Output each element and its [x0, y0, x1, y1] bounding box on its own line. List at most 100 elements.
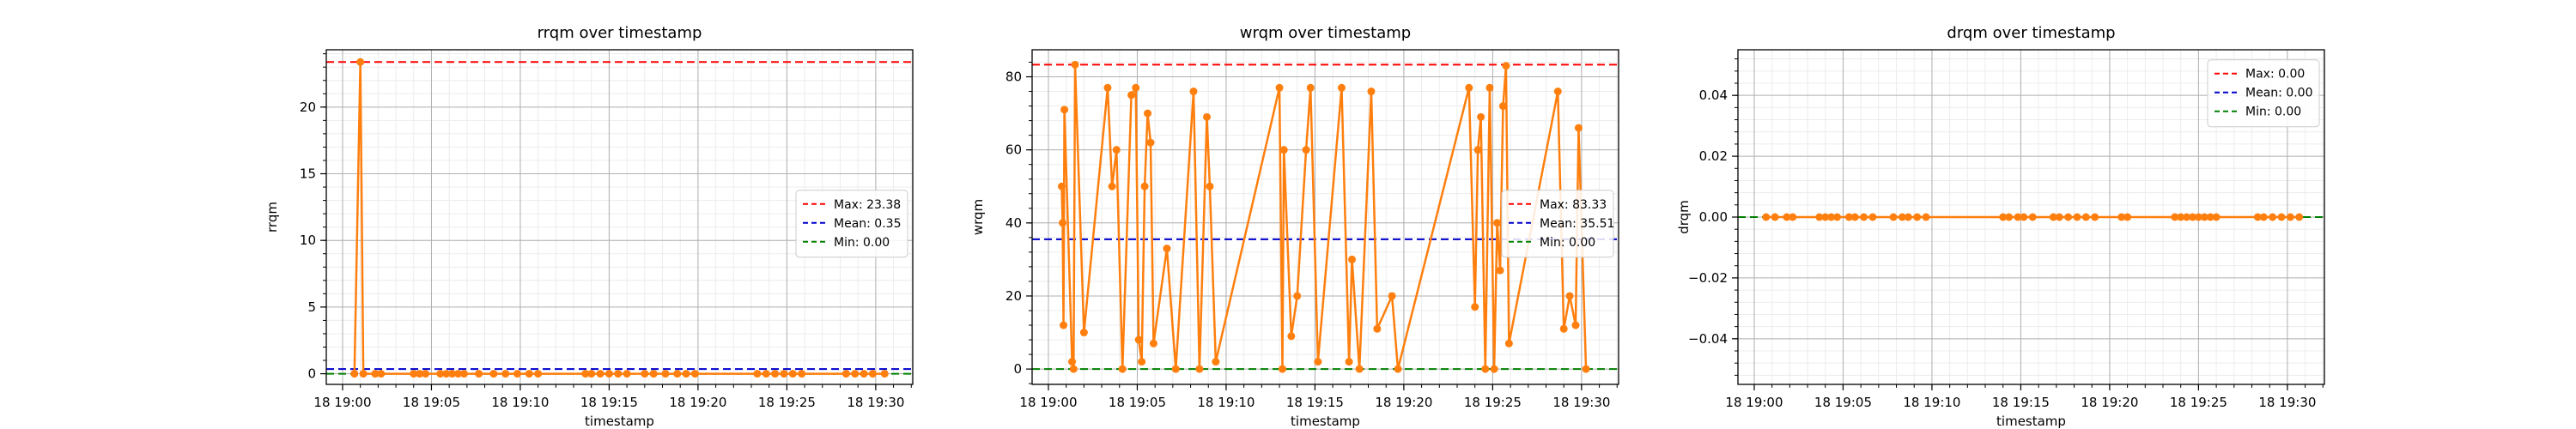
data-point [1485, 83, 1494, 92]
legend-label: Min: 0.00 [834, 236, 890, 250]
data-point [2064, 213, 2073, 221]
data-point [501, 370, 510, 378]
data-point [356, 57, 365, 66]
data-point [2028, 213, 2037, 221]
data-point [641, 370, 649, 378]
legend-label: Mean: 35.51 [1540, 217, 1614, 231]
data-point [1118, 365, 1127, 373]
data-point [1559, 324, 1568, 333]
data-point [442, 370, 451, 378]
data-point [2171, 213, 2179, 221]
data-point [1293, 292, 1302, 300]
data-point [1477, 112, 1485, 121]
data-point [780, 370, 788, 378]
data-point [1206, 182, 1214, 190]
y-tick-label: 40 [1005, 215, 1022, 231]
legend-label: Mean: 0.00 [2245, 87, 2312, 100]
axes-frame [325, 49, 914, 385]
data-point [1069, 365, 1078, 373]
x-tick-label: 18 19:10 [1903, 395, 1960, 410]
data-point [1868, 213, 1877, 221]
data-point [1565, 292, 1574, 300]
data-point [1132, 83, 1140, 92]
legend-label: Max: 0.00 [2245, 68, 2305, 82]
x-tick-label: 18 19:00 [1019, 395, 1077, 410]
y-tick-label: 60 [1005, 142, 1022, 158]
data-point [868, 370, 877, 378]
data-point [1060, 106, 1069, 114]
data-point [690, 370, 699, 378]
data-point [416, 370, 424, 378]
data-point [1821, 213, 1830, 221]
data-point [1504, 339, 1513, 347]
y-axis-label: rrqm [264, 202, 280, 233]
data-point [1278, 365, 1286, 373]
y-tick-label: 0.00 [1699, 209, 1728, 225]
data-point [1481, 365, 1490, 373]
data-point [1904, 213, 1912, 221]
data-point [1490, 365, 1498, 373]
x-tick-label: 18 19:15 [1286, 395, 1344, 410]
x-tick-label: 18 19:05 [403, 395, 460, 410]
data-point [762, 370, 770, 378]
x-tick-label: 18 19:00 [1725, 395, 1783, 410]
data-point [2081, 213, 2090, 221]
data-point [2212, 213, 2221, 221]
data-point [1388, 292, 1396, 300]
data-point [605, 370, 613, 378]
legend-label: Max: 23.38 [834, 198, 901, 212]
x-axis-label: timestamp [1996, 414, 2066, 429]
x-tick-label: 18 19:00 [313, 395, 371, 410]
data-point [1922, 213, 1930, 221]
data-point [359, 370, 368, 378]
data-point [1889, 213, 1898, 221]
data-point [2073, 213, 2081, 221]
data-point [459, 370, 468, 378]
data-point [1913, 213, 1922, 221]
data-point [1355, 365, 1364, 373]
data-point [2020, 213, 2028, 221]
data-point [1574, 124, 1583, 132]
data-point [1171, 365, 1180, 373]
data-point [1057, 182, 1066, 190]
x-tick-label: 18 19:20 [2081, 395, 2138, 410]
data-point [1473, 146, 1482, 154]
data-point [860, 370, 868, 378]
legend-label: Min: 0.00 [2245, 106, 2301, 119]
data-point [2269, 213, 2277, 221]
y-tick-label: 0 [307, 366, 316, 382]
data-point [2091, 213, 2099, 221]
data-point [1860, 213, 1868, 221]
x-tick-label: 18 19:05 [1109, 395, 1166, 410]
data-point [682, 370, 690, 378]
data-point [377, 370, 386, 378]
legend-label: Mean: 0.35 [834, 217, 901, 231]
chart-title: rrqm over timestamp [538, 24, 702, 42]
data-point [2295, 213, 2304, 221]
data-point [1373, 324, 1382, 333]
data-point [1189, 88, 1198, 96]
data-point [436, 370, 445, 378]
data-point [1108, 182, 1116, 190]
data-point [1337, 83, 1346, 92]
data-point [1498, 102, 1507, 111]
x-tick-label: 18 19:30 [2258, 395, 2316, 410]
data-point [534, 370, 543, 378]
data-point [587, 370, 596, 378]
data-point [1163, 245, 1171, 253]
y-tick-label: −0.04 [1688, 331, 1728, 347]
data-point [1071, 60, 1079, 69]
data-point [1060, 321, 1068, 329]
data-point [1112, 146, 1121, 154]
data-point [788, 370, 797, 378]
legend-label: Min: 0.00 [1540, 236, 1595, 250]
data-point [513, 370, 521, 378]
data-point [1553, 88, 1562, 96]
x-tick-label: 18 19:20 [1375, 395, 1432, 410]
data-point [1149, 339, 1157, 347]
data-point [841, 370, 850, 378]
data-point [753, 370, 762, 378]
chart-title: drqm over timestamp [1947, 24, 2115, 42]
y-tick-label: 5 [307, 299, 316, 315]
